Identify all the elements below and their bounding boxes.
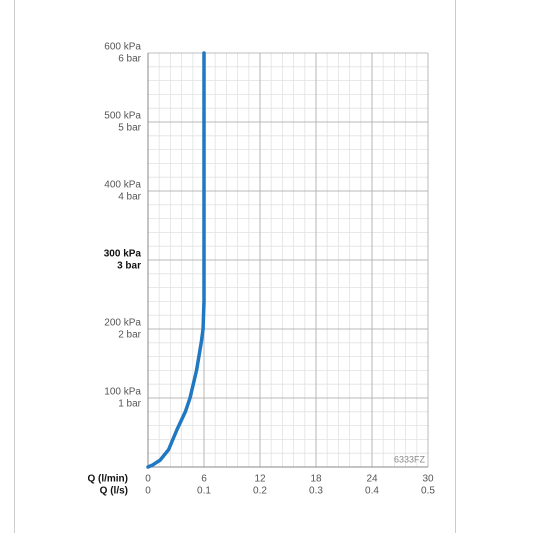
x-axis-label: Q (l/min) (87, 474, 128, 485)
page-frame (14, 0, 456, 533)
y-tick-label: 100 kPa (104, 387, 141, 398)
x-tick-label: 18 (310, 474, 322, 485)
x-tick-label: 24 (366, 474, 378, 485)
x-tick-label: 0 (145, 474, 151, 485)
y2-tick-label: 4 bar (118, 192, 141, 203)
x2-tick-label: 0.2 (253, 486, 267, 497)
x2-tick-label: 0 (145, 486, 151, 497)
x-tick-label: 12 (254, 474, 266, 485)
x-tick-label: 6 (201, 474, 207, 485)
y2-tick-label: 6 bar (118, 54, 141, 65)
x2-tick-label: 0.1 (197, 486, 211, 497)
y2-tick-label: 5 bar (118, 123, 141, 134)
annotation: 6333FZ (394, 454, 426, 464)
flow-curve (146, 51, 206, 469)
y-tick-label: 300 kPa (104, 249, 142, 260)
x-tick-label: 30 (422, 474, 434, 485)
y2-tick-label: 2 bar (118, 330, 141, 341)
y-tick-label: 500 kPa (104, 111, 141, 122)
y2-tick-label: 3 bar (117, 261, 141, 272)
x2-tick-label: 0.5 (421, 486, 435, 497)
y-tick-label: 600 kPa (104, 42, 141, 53)
x2-axis-label: Q (l/s) (100, 486, 128, 497)
x2-tick-label: 0.4 (365, 486, 379, 497)
y-tick-label: 400 kPa (104, 180, 141, 191)
y-tick-label: 200 kPa (104, 318, 141, 329)
x2-tick-label: 0.3 (309, 486, 323, 497)
y2-tick-label: 1 bar (118, 399, 141, 410)
